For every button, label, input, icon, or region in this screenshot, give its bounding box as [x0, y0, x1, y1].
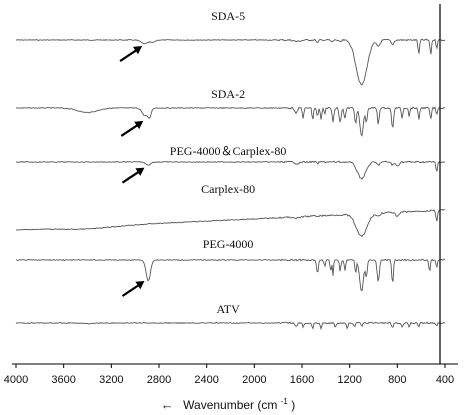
series-label-5: ATV — [216, 302, 240, 316]
spectrum-line-1 — [15, 106, 446, 137]
arrow-shaft-0 — [119, 48, 139, 62]
x-axis-title-text: Wavenumber (cm — [183, 398, 277, 412]
arrow-head-1 — [134, 120, 144, 130]
series-label-1: SDA-2 — [211, 87, 245, 101]
arrows-group — [119, 46, 145, 297]
x-tick-label-6: 1600 — [290, 374, 314, 386]
arrow-head-4 — [135, 280, 145, 290]
spectra-group — [15, 4, 446, 364]
series-label-0: SDA-5 — [211, 9, 245, 23]
series-label-2: PEG-4000＆Carplex-80 — [170, 144, 287, 158]
spectrum-line-4 — [15, 258, 446, 292]
x-tick-label-8: 800 — [388, 374, 406, 386]
x-axis-title: ← Wavenumber (cm -1 ) — [161, 393, 295, 412]
arrow-shaft-2 — [121, 169, 142, 184]
spectrum-line-3 — [15, 208, 446, 238]
x-axis-title-sup: -1 — [281, 397, 289, 406]
arrow-head-0 — [132, 46, 143, 55]
x-tick-label-3: 2800 — [147, 374, 171, 386]
arrow-head-2 — [135, 167, 145, 176]
spectrum-line-5 — [15, 321, 446, 331]
x-tick-label-7: 1200 — [337, 374, 361, 386]
series-label-3: Carplex-80 — [201, 182, 255, 196]
x-tick-label-9: 400 — [436, 374, 454, 386]
x-tick-label-2: 3200 — [99, 374, 123, 386]
spectrum-line-0 — [16, 38, 446, 86]
spectrum-line-2 — [15, 160, 446, 180]
series-labels-group: SDA-5 SDA-2 PEG-4000＆Carplex-80 Carplex-80 P… — [170, 9, 287, 316]
x-axis-title-close: ) — [291, 398, 295, 412]
arrow-shaft-1 — [120, 123, 140, 137]
arrow-shaft-4 — [121, 283, 142, 297]
series-label-4: PEG-4000 — [203, 237, 254, 251]
x-axis: 4000 3600 3200 2800 2400 2000 1600 1200 800 400 — [4, 363, 458, 386]
x-tick-label-1: 3600 — [51, 374, 75, 386]
x-tick-label-0: 4000 — [4, 374, 28, 386]
x-tick-label-4: 2400 — [194, 374, 218, 386]
x-axis-title-arrow: ← — [161, 397, 174, 412]
x-tick-label-5: 2000 — [242, 374, 266, 386]
